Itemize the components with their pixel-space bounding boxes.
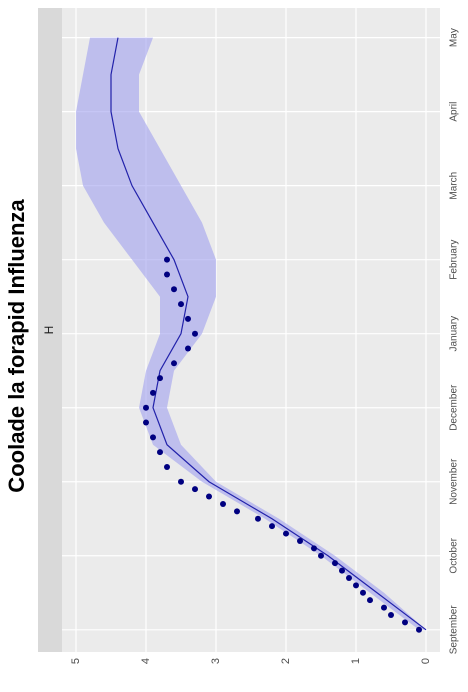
x-tick-label: September xyxy=(449,605,460,655)
point xyxy=(143,404,149,411)
point xyxy=(360,589,366,596)
point xyxy=(402,619,408,626)
point xyxy=(150,434,156,441)
point xyxy=(178,301,184,308)
fit-line xyxy=(110,37,427,631)
facet-label: H xyxy=(42,326,56,335)
point xyxy=(332,560,338,567)
point xyxy=(339,567,345,574)
point xyxy=(346,574,352,581)
x-tick-label: May xyxy=(449,28,460,47)
y-tick-label: 0 xyxy=(420,658,432,664)
point xyxy=(220,500,226,507)
x-tick-label: October xyxy=(449,537,460,573)
chart-title: Coolade la forapid Influenza xyxy=(4,199,29,493)
facet-strip xyxy=(38,8,62,652)
y-tick-label: 3 xyxy=(210,658,222,664)
x-tick-label: March xyxy=(449,172,460,200)
point xyxy=(171,286,177,293)
x-tick-label: November xyxy=(449,458,460,505)
point xyxy=(416,626,422,633)
point xyxy=(164,463,170,470)
y-tick-label: 4 xyxy=(140,658,152,664)
point xyxy=(367,597,373,604)
point xyxy=(150,389,156,396)
point xyxy=(185,315,191,322)
point xyxy=(311,545,317,552)
point xyxy=(381,604,387,611)
point xyxy=(164,256,170,263)
point xyxy=(171,360,177,367)
x-tick-label: April xyxy=(449,102,460,122)
point xyxy=(283,530,289,537)
y-tick-label: 1 xyxy=(350,658,362,664)
point xyxy=(185,345,191,352)
point xyxy=(157,449,163,456)
point xyxy=(157,375,163,382)
point xyxy=(269,523,275,530)
point xyxy=(353,582,359,589)
point xyxy=(178,478,184,485)
x-tick-label: December xyxy=(449,384,460,431)
x-tick-label: February xyxy=(449,240,460,280)
y-tick-label: 2 xyxy=(280,658,292,664)
point xyxy=(388,611,394,618)
point xyxy=(192,486,198,493)
point xyxy=(255,515,261,522)
point xyxy=(164,271,170,278)
y-tick-label: 5 xyxy=(70,658,82,664)
x-tick-label: January xyxy=(449,316,460,352)
confidence-band xyxy=(76,37,426,630)
point xyxy=(318,552,324,559)
point xyxy=(192,330,198,337)
point xyxy=(234,508,240,515)
point xyxy=(143,419,149,426)
point xyxy=(297,537,303,544)
point xyxy=(206,493,212,500)
